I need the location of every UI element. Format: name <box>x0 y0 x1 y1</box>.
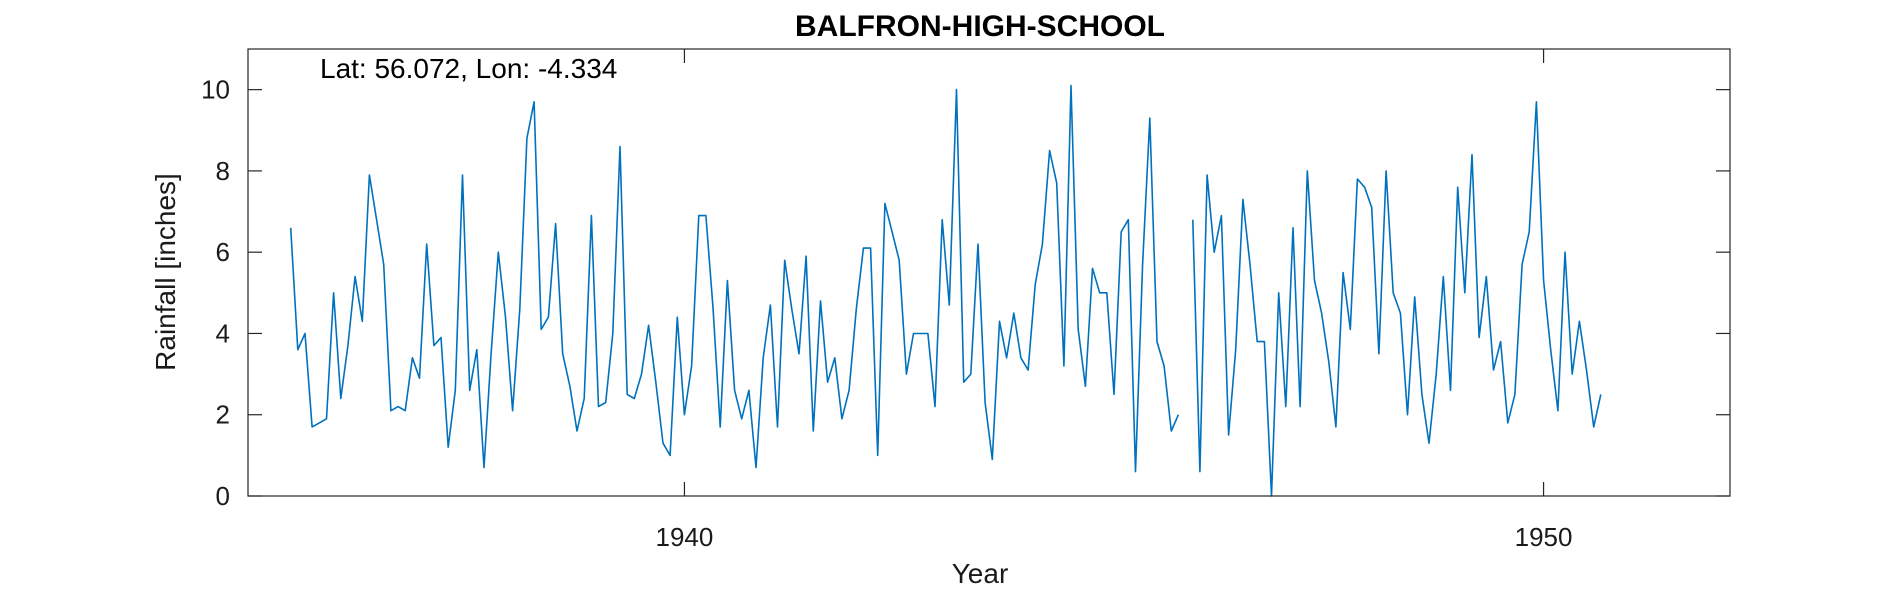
x-tick-label: 1950 <box>1515 522 1573 552</box>
axis-ticks <box>248 49 1730 497</box>
tick-labels: 0 2 4 6 8 10 1940 1950 <box>201 75 1572 552</box>
y-tick-label: 8 <box>216 156 230 186</box>
series-line-rainfall <box>289 84 1602 497</box>
y-tick-label: 0 <box>216 481 230 511</box>
y-tick-label: 4 <box>216 318 230 348</box>
x-tick-label: 1940 <box>656 522 714 552</box>
plot-frame <box>247 48 1731 497</box>
y-axis-title: Rainfall [inches] <box>150 173 181 371</box>
y-tick-label: 2 <box>216 400 230 430</box>
chart-title: BALFRON-HIGH-SCHOOL <box>795 10 1165 43</box>
y-tick-label: 6 <box>216 237 230 267</box>
location-annotation: Lat: 56.072, Lon: -4.334 <box>320 53 617 84</box>
x-axis-title: Year <box>952 558 1009 589</box>
y-tick-label: 10 <box>201 75 230 105</box>
